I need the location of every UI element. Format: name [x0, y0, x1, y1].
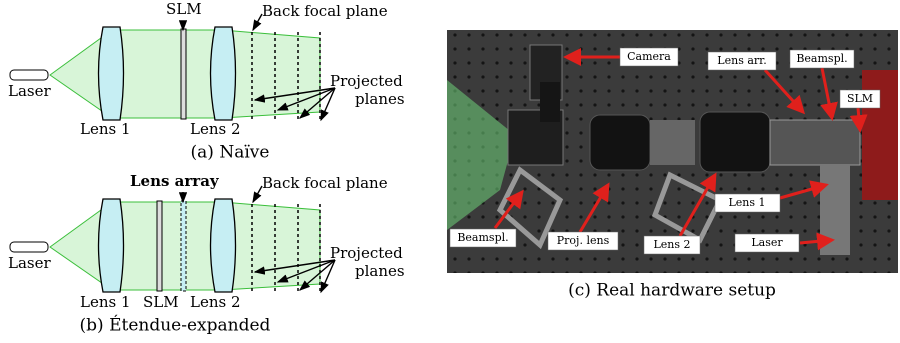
arrow	[253, 186, 262, 202]
panel-c: Camera Lens arr. Beamspl. SLM Lens 1 Bea…	[447, 30, 898, 301]
laser	[10, 242, 48, 252]
label: SLM	[143, 293, 179, 311]
label: Laser	[8, 254, 51, 272]
label: Lens array	[130, 172, 220, 190]
label: SLM	[166, 0, 202, 18]
lens	[700, 112, 770, 172]
lens-array	[181, 201, 186, 291]
caption: (b) Étendue-expanded	[80, 315, 271, 336]
label: planes	[355, 262, 405, 280]
label: Back focal plane	[262, 2, 388, 20]
lens-2	[211, 27, 236, 120]
label: Lens arr.	[717, 54, 766, 67]
slm-driver	[862, 70, 898, 200]
label: Lens 2	[653, 238, 690, 251]
label: Lens 1	[80, 293, 131, 311]
label: Back focal plane	[262, 174, 388, 192]
mount	[540, 82, 560, 122]
label: Laser	[8, 82, 51, 100]
label: Laser	[751, 236, 783, 249]
slm	[157, 201, 162, 291]
label: Lens 2	[190, 120, 241, 138]
label: Camera	[627, 50, 671, 63]
caption: (a) Naïve	[191, 143, 270, 163]
label: SLM	[847, 92, 873, 105]
arrow	[858, 108, 860, 130]
label: Projected	[330, 72, 403, 90]
laser	[10, 70, 48, 80]
label: Projected	[330, 244, 403, 262]
slm	[181, 29, 186, 119]
label: Beamspl.	[796, 52, 847, 65]
lens-2	[211, 199, 236, 292]
label: Beamspl.	[457, 231, 508, 244]
label: Lens 1	[80, 120, 131, 138]
lens-1	[99, 199, 124, 292]
label: Proj. lens	[557, 234, 610, 247]
lens-1	[99, 27, 124, 120]
figure: SLM Back focal plane Laser Lens 1 Lens 2…	[0, 0, 900, 343]
label: Lens 1	[728, 196, 765, 209]
panel-a: SLM Back focal plane Laser Lens 1 Lens 2…	[8, 0, 405, 163]
caption: (c) Real hardware setup	[568, 281, 776, 301]
panel-b: Lens array Back focal plane Laser Lens 1…	[8, 172, 405, 336]
label: Lens 2	[190, 293, 241, 311]
optics-rail	[770, 120, 860, 165]
proj-lens	[590, 115, 650, 170]
arrow	[253, 14, 262, 30]
mount	[650, 120, 695, 165]
label: planes	[355, 90, 405, 108]
